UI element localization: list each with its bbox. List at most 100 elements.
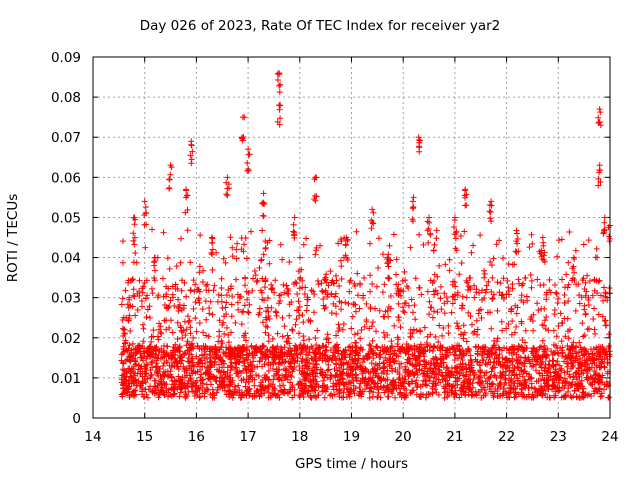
- data-point: [342, 242, 349, 249]
- data-point: [573, 343, 580, 350]
- data-point: [418, 291, 425, 298]
- data-point: [346, 288, 353, 295]
- data-point: [427, 230, 434, 237]
- data-point: [585, 237, 592, 244]
- data-point: [167, 297, 174, 304]
- data-point: [452, 390, 459, 397]
- data-point: [536, 369, 543, 376]
- data-point: [603, 378, 610, 385]
- data-point: [244, 356, 251, 363]
- data-point: [513, 310, 520, 317]
- data-point: [534, 300, 541, 307]
- data-point: [234, 345, 241, 352]
- data-point: [389, 390, 396, 397]
- data-point: [241, 114, 248, 121]
- data-point: [183, 194, 190, 201]
- data-point: [489, 390, 496, 397]
- data-point: [458, 351, 465, 358]
- data-point: [219, 364, 226, 371]
- data-point: [358, 326, 365, 333]
- x-tick-label: 18: [291, 429, 308, 445]
- data-point: [585, 375, 592, 382]
- data-point: [417, 349, 424, 356]
- data-point: [373, 328, 380, 335]
- data-point: [370, 389, 377, 396]
- data-point: [170, 381, 177, 388]
- data-point: [603, 349, 610, 356]
- data-point: [181, 279, 188, 286]
- data-point: [250, 275, 257, 282]
- data-point: [522, 275, 529, 282]
- data-point: [345, 344, 352, 351]
- data-point: [402, 347, 409, 354]
- data-point: [487, 215, 494, 222]
- data-point: [564, 378, 571, 385]
- data-point: [225, 391, 232, 398]
- data-point: [324, 383, 331, 390]
- data-point: [315, 281, 322, 288]
- data-point: [499, 255, 506, 262]
- data-point: [283, 282, 290, 289]
- data-point: [297, 254, 304, 261]
- data-point: [514, 347, 521, 354]
- data-point: [193, 388, 200, 395]
- data-point: [187, 259, 194, 266]
- data-point: [366, 353, 373, 360]
- data-point: [504, 277, 511, 284]
- data-point: [401, 378, 408, 385]
- data-point: [265, 367, 272, 374]
- data-point: [384, 382, 391, 389]
- data-point: [470, 242, 477, 249]
- data-point: [372, 361, 379, 368]
- data-point: [274, 330, 281, 337]
- data-point: [361, 356, 368, 363]
- data-point: [132, 376, 139, 383]
- data-point: [339, 326, 346, 333]
- data-point: [459, 293, 466, 300]
- data-point: [414, 359, 421, 366]
- data-point: [201, 346, 208, 353]
- data-point: [473, 317, 480, 324]
- data-point: [273, 366, 280, 373]
- data-point: [442, 383, 449, 390]
- data-point: [143, 313, 150, 320]
- data-point: [321, 394, 328, 401]
- data-point: [433, 375, 440, 382]
- data-point: [565, 281, 572, 288]
- data-point: [518, 381, 525, 388]
- data-point: [302, 284, 309, 291]
- data-point: [436, 262, 443, 269]
- data-point: [582, 310, 589, 317]
- data-point: [181, 318, 188, 325]
- data-point: [270, 360, 277, 367]
- data-point: [336, 356, 343, 363]
- data-point: [548, 373, 555, 380]
- data-point: [346, 379, 353, 386]
- data-point: [381, 363, 388, 370]
- data-point: [523, 370, 530, 377]
- data-point: [179, 334, 186, 341]
- data-point: [580, 241, 587, 248]
- data-point: [490, 255, 497, 262]
- data-point: [452, 245, 459, 252]
- data-point: [435, 391, 442, 398]
- data-point: [296, 303, 303, 310]
- data-point: [196, 320, 203, 327]
- data-point: [472, 356, 479, 363]
- data-point: [258, 349, 265, 356]
- data-point: [588, 393, 595, 400]
- data-point: [580, 275, 587, 282]
- data-point: [220, 382, 227, 389]
- data-point: [488, 288, 495, 295]
- data-point: [216, 328, 223, 335]
- data-point: [581, 332, 588, 339]
- data-point: [354, 292, 361, 299]
- data-point: [138, 297, 145, 304]
- data-point: [424, 227, 431, 234]
- data-point: [166, 362, 173, 369]
- data-point: [189, 388, 196, 395]
- data-point: [280, 382, 287, 389]
- data-point: [143, 209, 150, 216]
- data-point: [470, 369, 477, 376]
- data-point: [450, 223, 457, 230]
